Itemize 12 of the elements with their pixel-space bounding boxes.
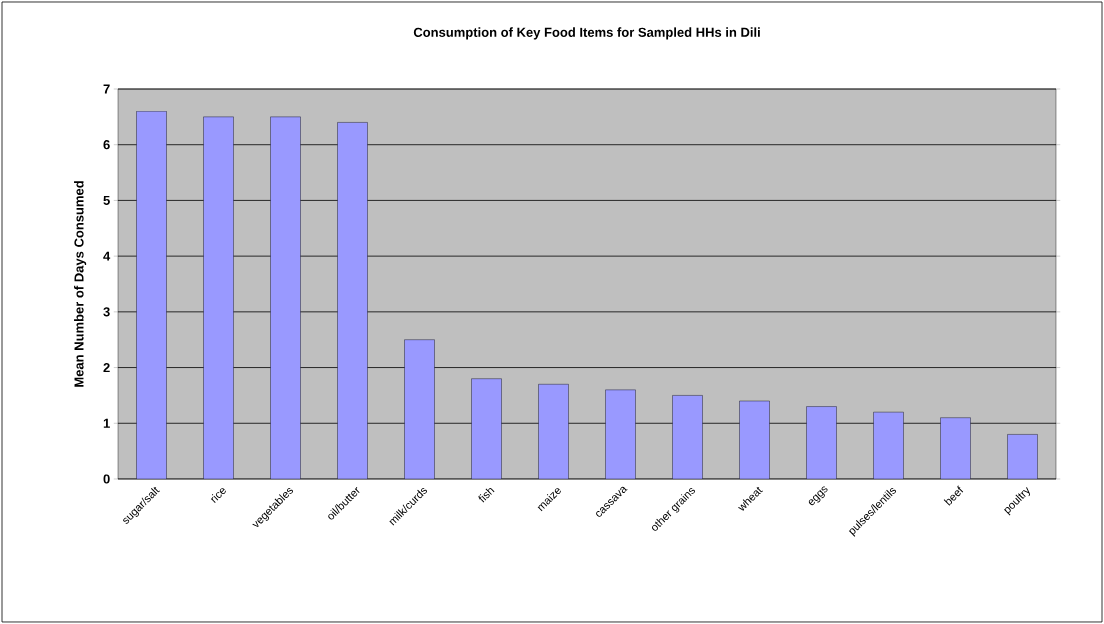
x-tick-label: rice [210,488,226,504]
y-tick-label: 1 [103,418,110,428]
y-tick-label: 3 [103,307,110,317]
y-axis-title: Mean Number of Days Consumed [74,181,87,387]
y-tick-label: 2 [103,363,110,373]
y-tick-label: 4 [103,251,111,261]
y-tick-label: 6 [103,140,110,150]
chart-title: Consumption of Key Food Items for Sampled HHs in Dili [413,27,760,40]
y-tick-label: 5 [103,195,110,205]
x-tick-label: fish [478,487,495,503]
y-tick-label: 0 [103,474,110,484]
y-tick-label: 7 [103,84,110,94]
